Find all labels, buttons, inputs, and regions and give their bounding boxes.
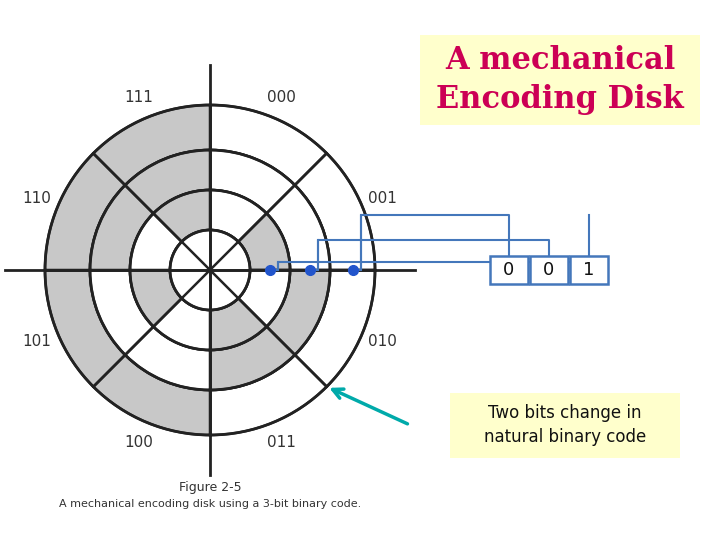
Polygon shape bbox=[130, 213, 181, 270]
Text: Figure 2-5: Figure 2-5 bbox=[179, 482, 241, 495]
Text: 010: 010 bbox=[369, 334, 397, 349]
Polygon shape bbox=[125, 327, 210, 390]
Text: 110: 110 bbox=[23, 191, 52, 206]
Polygon shape bbox=[94, 355, 210, 435]
Polygon shape bbox=[210, 327, 295, 390]
Text: Two bits change in
natural binary code: Two bits change in natural binary code bbox=[484, 404, 646, 446]
Text: 0: 0 bbox=[503, 261, 515, 279]
Polygon shape bbox=[153, 190, 210, 242]
Polygon shape bbox=[210, 150, 295, 213]
Bar bbox=[420, 35, 700, 125]
Text: 000: 000 bbox=[267, 90, 296, 105]
Polygon shape bbox=[153, 298, 210, 350]
Polygon shape bbox=[210, 105, 327, 185]
Polygon shape bbox=[45, 153, 125, 270]
Bar bbox=[530, 256, 568, 284]
Text: 101: 101 bbox=[23, 334, 52, 349]
Text: A mechanical encoding disk using a 3-bit binary code.: A mechanical encoding disk using a 3-bit… bbox=[59, 499, 361, 509]
Polygon shape bbox=[130, 270, 181, 327]
Text: 011: 011 bbox=[267, 435, 296, 450]
Text: 001: 001 bbox=[369, 191, 397, 206]
Text: A mechanical
Encoding Disk: A mechanical Encoding Disk bbox=[436, 45, 684, 114]
Bar bbox=[490, 256, 528, 284]
Polygon shape bbox=[90, 185, 153, 270]
Polygon shape bbox=[238, 270, 290, 327]
Polygon shape bbox=[295, 270, 375, 387]
Polygon shape bbox=[266, 185, 330, 270]
Bar bbox=[570, 256, 608, 284]
Polygon shape bbox=[266, 270, 330, 355]
Polygon shape bbox=[94, 105, 210, 185]
Polygon shape bbox=[125, 150, 210, 213]
Text: 0: 0 bbox=[544, 261, 554, 279]
Polygon shape bbox=[210, 355, 327, 435]
Polygon shape bbox=[295, 153, 375, 270]
Circle shape bbox=[170, 230, 250, 310]
Text: 100: 100 bbox=[124, 435, 153, 450]
Polygon shape bbox=[45, 270, 125, 387]
Polygon shape bbox=[90, 270, 153, 355]
Polygon shape bbox=[210, 190, 266, 242]
Text: 1: 1 bbox=[583, 261, 595, 279]
Polygon shape bbox=[210, 298, 266, 350]
Bar bbox=[450, 393, 680, 457]
Polygon shape bbox=[238, 213, 290, 270]
Text: 111: 111 bbox=[124, 90, 153, 105]
